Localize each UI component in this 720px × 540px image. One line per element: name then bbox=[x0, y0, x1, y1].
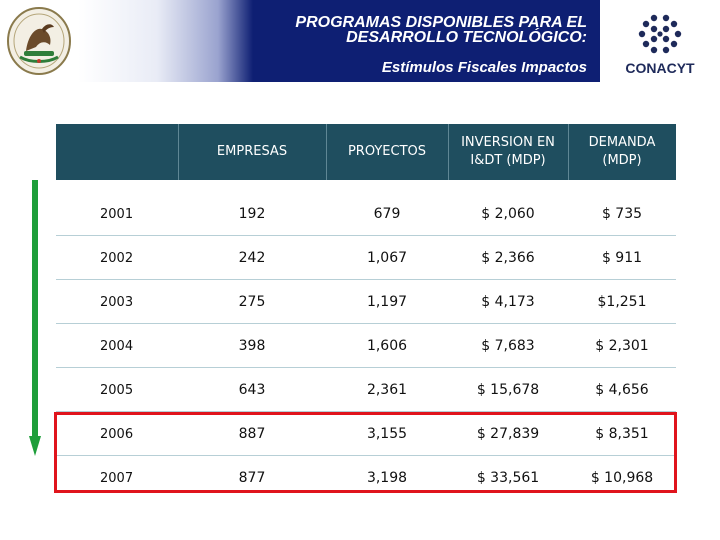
row-divider bbox=[56, 455, 676, 456]
header-banner: PROGRAMAS DISPONIBLES PARA EL DESARROLLO… bbox=[0, 0, 720, 82]
table-row: 2001 192 679 $ 2,060 $ 735 bbox=[56, 192, 676, 236]
column-header-empresas: EMPRESAS bbox=[216, 144, 288, 159]
row-divider bbox=[56, 411, 676, 412]
page-title-line2: DESARROLLO TECNOLÓGICO: bbox=[346, 29, 587, 46]
inversion-cell: $ 33,561 bbox=[476, 470, 540, 486]
inversion-cell: $ 4,173 bbox=[481, 294, 535, 310]
empresas-cell: 398 bbox=[238, 338, 266, 354]
year-cell: 2001 bbox=[100, 206, 134, 222]
inversion-cell: $ 2,366 bbox=[481, 250, 535, 266]
down-arrow-icon bbox=[29, 180, 41, 456]
inversion-cell: $ 2,060 bbox=[481, 206, 535, 222]
banner-gradient bbox=[78, 0, 253, 82]
mexico-seal-icon bbox=[7, 7, 71, 75]
empresas-cell: 643 bbox=[238, 382, 266, 398]
column-divider bbox=[326, 124, 327, 180]
conacyt-logo-text: CONACYT bbox=[625, 60, 695, 76]
row-divider bbox=[56, 235, 676, 236]
inversion-cell: $ 27,839 bbox=[476, 426, 540, 442]
page-subtitle: Estímulos Fiscales Impactos bbox=[381, 59, 587, 76]
proyectos-cell: 3,198 bbox=[366, 470, 408, 486]
column-header-demanda: DEMANDA (MDP) bbox=[588, 135, 656, 168]
column-header-proyectos: PROYECTOS bbox=[347, 144, 427, 159]
demanda-cell: $ 911 bbox=[601, 250, 643, 266]
inversion-cell: $ 15,678 bbox=[476, 382, 540, 398]
proyectos-cell: 2,361 bbox=[366, 382, 408, 398]
column-divider bbox=[178, 124, 179, 180]
table-header: EMPRESAS PROYECTOS INVERSION EN I&DT (MD… bbox=[56, 124, 676, 180]
year-cell: 2002 bbox=[100, 250, 134, 266]
row-divider bbox=[56, 323, 676, 324]
conacyt-logo-icon bbox=[638, 14, 682, 54]
proyectos-cell: 1,606 bbox=[366, 338, 408, 354]
demanda-cell: $ 4,656 bbox=[595, 382, 649, 398]
empresas-cell: 192 bbox=[238, 206, 266, 222]
year-cell: 2004 bbox=[100, 338, 134, 354]
demanda-cell: $ 8,351 bbox=[595, 426, 649, 442]
page-title-line1: PROGRAMAS DISPONIBLES PARA EL bbox=[295, 14, 587, 31]
empresas-cell: 275 bbox=[238, 294, 266, 310]
table-row: 2002 242 1,067 $ 2,366 $ 911 bbox=[56, 236, 676, 280]
proyectos-cell: 3,155 bbox=[366, 426, 408, 442]
column-divider bbox=[568, 124, 569, 180]
empresas-cell: 242 bbox=[238, 250, 266, 266]
empresas-cell: 877 bbox=[238, 470, 266, 486]
table-row: 2007 877 3,198 $ 33,561 $ 10,968 bbox=[56, 456, 676, 500]
table-row: 2006 887 3,155 $ 27,839 $ 8,351 bbox=[56, 412, 676, 456]
inversion-cell: $ 7,683 bbox=[481, 338, 535, 354]
year-cell: 2003 bbox=[100, 294, 134, 310]
proyectos-cell: 679 bbox=[373, 206, 401, 222]
empresas-cell: 887 bbox=[238, 426, 266, 442]
proyectos-cell: 1,067 bbox=[366, 250, 408, 266]
row-divider bbox=[56, 279, 676, 280]
demanda-cell: $ 735 bbox=[601, 206, 643, 222]
proyectos-cell: 1,197 bbox=[366, 294, 408, 310]
highlight-box bbox=[54, 412, 677, 493]
conacyt-logo-container: CONACYT bbox=[600, 0, 720, 82]
demanda-cell: $1,251 bbox=[597, 294, 647, 310]
year-cell: 2006 bbox=[100, 426, 134, 442]
year-cell: 2007 bbox=[100, 470, 134, 486]
year-cell: 2005 bbox=[100, 382, 134, 398]
table-row: 2005 643 2,361 $ 15,678 $ 4,656 bbox=[56, 368, 676, 412]
table-row: 2004 398 1,606 $ 7,683 $ 2,301 bbox=[56, 324, 676, 368]
column-header-inversion: INVERSION EN I&DT (MDP) bbox=[461, 135, 555, 168]
seal-container bbox=[0, 0, 78, 82]
column-divider bbox=[448, 124, 449, 180]
column-header-year bbox=[56, 124, 178, 180]
demanda-cell: $ 10,968 bbox=[590, 470, 654, 486]
demanda-cell: $ 2,301 bbox=[595, 338, 649, 354]
table-row: 2003 275 1,197 $ 4,173 $1,251 bbox=[56, 280, 676, 324]
row-divider bbox=[56, 367, 676, 368]
